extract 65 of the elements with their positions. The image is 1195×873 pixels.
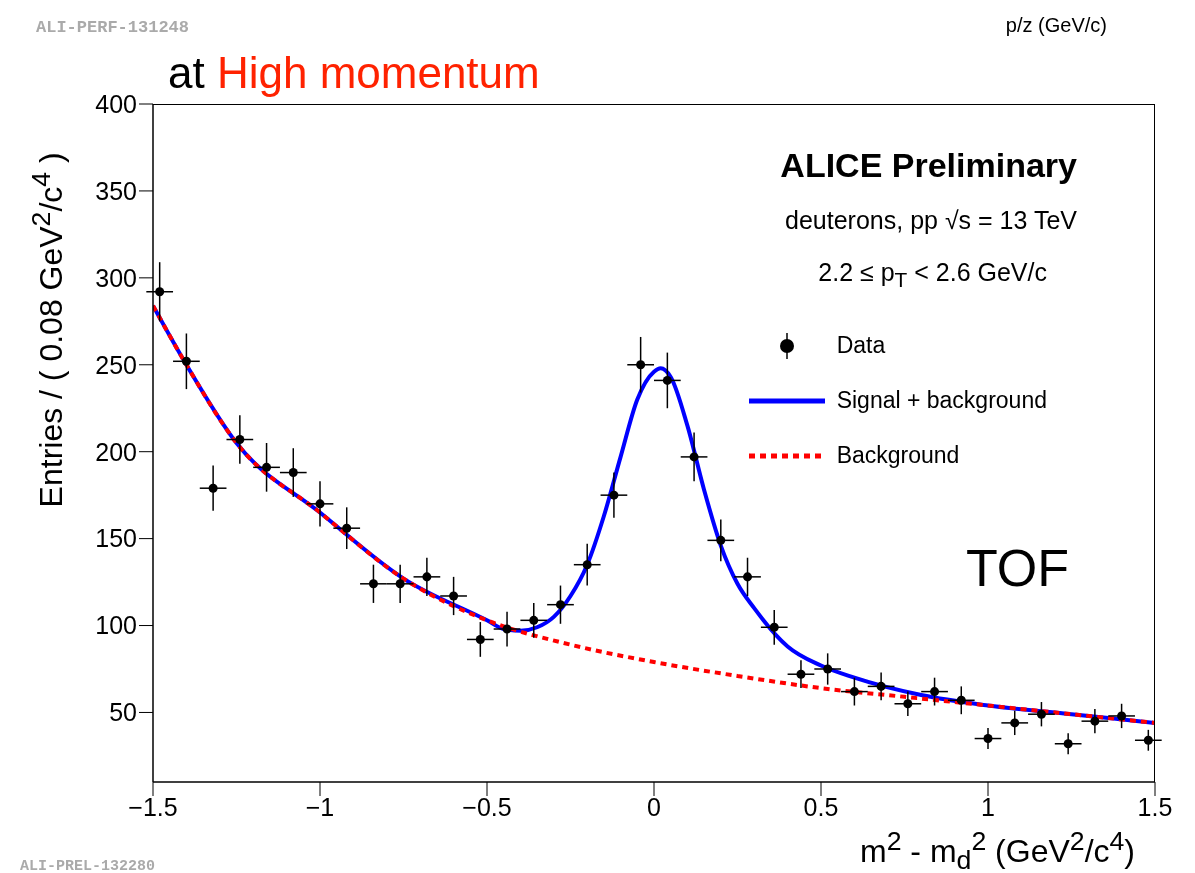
y-tick-label: 350	[95, 176, 137, 205]
y-tick-label: 150	[95, 524, 137, 553]
point	[823, 664, 833, 674]
point	[582, 560, 592, 570]
text: ALI-PREL-132280	[20, 858, 156, 873]
y-tick-label: 200	[95, 437, 137, 466]
legend-label: Data	[836, 332, 886, 359]
point	[368, 579, 378, 589]
x-tick-label: −1.5	[128, 792, 178, 821]
point	[983, 734, 993, 744]
annotation: ALICE Preliminary	[780, 146, 1077, 185]
text: p/z (GeV/c)	[1005, 14, 1107, 37]
point	[1010, 718, 1020, 728]
point	[288, 468, 298, 478]
point	[449, 591, 459, 601]
point	[876, 681, 886, 691]
point	[609, 490, 619, 500]
x-tick-label: −1	[305, 792, 335, 821]
point	[235, 435, 245, 445]
annotation: 2.2 ≤ p$_{T}$ < 2.6 GeV/c	[818, 258, 1047, 292]
point	[636, 360, 646, 370]
point	[502, 624, 512, 634]
annotation: TOF	[965, 538, 1069, 598]
point	[1143, 735, 1153, 745]
point	[716, 535, 726, 545]
point	[422, 572, 432, 582]
point	[1117, 711, 1127, 721]
point	[689, 452, 699, 462]
point	[849, 687, 859, 697]
point	[208, 483, 218, 493]
point	[662, 375, 672, 385]
x-tick-label: −0.5	[462, 792, 512, 821]
annotation: deuterons, pp √s = 13 TeV	[785, 206, 1077, 235]
point	[155, 287, 165, 297]
point	[395, 579, 405, 589]
point	[342, 523, 352, 533]
point	[315, 499, 325, 509]
x-tick-label: 0	[647, 792, 661, 821]
text: m$^{2}$ - m$_{d}$$^{2}$ (GeV$^{2}$/c$^{4}$)	[859, 826, 1135, 873]
text: ALI-PERF-131248	[36, 18, 190, 37]
point	[956, 695, 966, 705]
point	[181, 356, 191, 366]
point	[1063, 739, 1073, 749]
point	[262, 462, 272, 472]
point	[1090, 716, 1100, 726]
point	[475, 634, 485, 644]
y-tick-label: 100	[95, 611, 137, 640]
y-tick-label: 50	[109, 698, 137, 727]
y-tick-label: 300	[95, 263, 137, 292]
y-tick-label: 400	[95, 89, 137, 118]
point	[743, 572, 753, 582]
legend-label: Signal + background	[836, 387, 1047, 414]
x-tick-label: 1.5	[1137, 792, 1173, 821]
point	[930, 687, 940, 697]
legend-label: Background	[836, 442, 960, 469]
point	[769, 622, 779, 632]
point	[1036, 709, 1046, 719]
x-tick-label: 0.5	[803, 792, 839, 821]
point	[796, 669, 806, 679]
chart-title: at High momentum	[168, 48, 540, 97]
y-tick-label: 250	[95, 350, 137, 379]
point	[903, 699, 913, 709]
point	[555, 600, 565, 610]
point	[529, 615, 539, 625]
x-tick-label: 1	[981, 792, 995, 821]
